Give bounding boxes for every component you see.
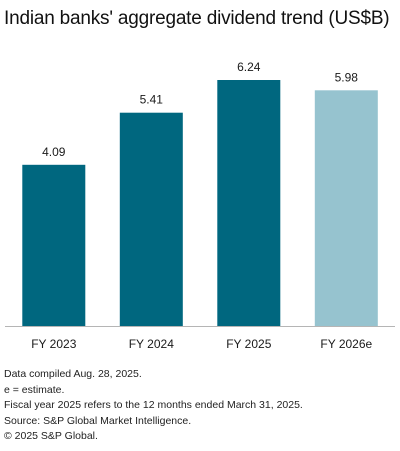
chart-title: Indian banks' aggregate dividend trend (… [4,8,390,29]
bar-fy-2025 [217,80,281,326]
category-label-fy-2023: FY 2023 [31,337,76,351]
note-copyright: © 2025 S&P Global. [4,430,98,442]
note-estimate: e = estimate. [4,383,65,396]
value-label-fy-2024: 5.41 [140,93,164,107]
bar-fy-2026e [314,90,378,327]
value-label-fy-2025: 6.24 [237,60,261,74]
bar-chart: 4.09 FY 2023 5.41 FY 2024 6.24 FY 2025 5.98 FY … [5,60,395,351]
bar-fy-2024 [119,112,183,326]
note-fiscal-year: Fiscal year 2025 refers to the 12 months… [4,399,303,411]
category-label-fy-2025: FY 2025 [226,337,271,351]
bar-fy-2023 [22,164,86,326]
note-date-compiled: Data compiled Aug. 28, 2025. [4,368,142,380]
category-label-fy-2026e: FY 2026e [320,337,372,351]
chart-notes: Data compiled Aug. 28, 2025. e = estimat… [4,367,303,445]
value-label-fy-2026e: 5.98 [335,70,359,84]
category-label-fy-2024: FY 2024 [129,337,174,351]
note-source: Source: S&P Global Market Intelligence. [4,414,192,427]
value-label-fy-2023: 4.09 [42,145,66,159]
